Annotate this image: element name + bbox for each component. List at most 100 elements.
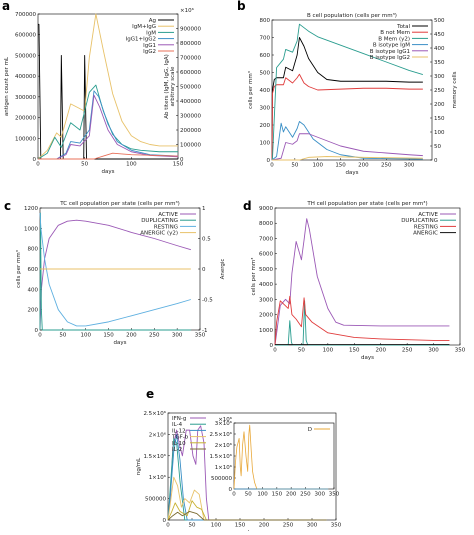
- x-tick-label: 350: [455, 348, 466, 354]
- legend-label: IL-12: [172, 428, 186, 434]
- legend-label: ACTIVE: [418, 212, 438, 218]
- x-tick-label: 100: [80, 333, 91, 339]
- x-axis-label: days: [102, 169, 115, 175]
- series-line: [272, 156, 423, 161]
- chart-panel-d: d 0 50 100 150 200 250 300 350 0 1000 2000 3000 4000 5…: [243, 199, 466, 361]
- y-tick-label: 0: [270, 343, 274, 349]
- y-tick-label: 1×10⁶: [149, 474, 167, 481]
- y2-tick-label: 0: [202, 267, 206, 273]
- legend-label: DUPLICATING: [141, 218, 178, 224]
- x-axis-label: days: [361, 355, 374, 361]
- x-tick-label: 50: [189, 523, 196, 529]
- panel-letter: c: [4, 199, 11, 213]
- y-tick-label: 0: [35, 328, 39, 334]
- y-axis-label: cells per mm³: [15, 250, 22, 288]
- y-tick-label: 9000: [259, 206, 273, 212]
- y2-tick-label: 0.5: [202, 237, 211, 243]
- y-tick-label: 8000: [259, 221, 273, 227]
- x-tick-label: 250: [402, 348, 413, 354]
- x-tick-label: 200: [358, 163, 369, 169]
- y2-tick-label: -1: [202, 328, 207, 334]
- y-tick-label: 6000: [259, 252, 273, 258]
- y2-tick-label: -0.5: [202, 298, 213, 304]
- legend-label: B isotype IgM: [373, 43, 410, 49]
- y-tick-label: 500: [260, 71, 271, 77]
- x-tick-label: 350: [331, 523, 342, 529]
- y-tick-label: 100: [260, 141, 271, 147]
- series-line: [167, 433, 327, 521]
- y-tick-label: 4000: [259, 282, 273, 288]
- y-tick-label: 200000: [15, 116, 36, 122]
- y-tick-label: 500000: [145, 497, 166, 503]
- x-tick-label: 150: [272, 492, 283, 498]
- x-tick-label: 200: [259, 523, 270, 529]
- legend-label: IgM+IgG: [132, 24, 156, 30]
- y-tick-label: 400000: [15, 74, 36, 80]
- x-tick-label: 150: [335, 163, 346, 169]
- y-axis-label: antigen count per mL: [4, 56, 10, 116]
- y2-tick-label: 100: [434, 130, 445, 136]
- y2-axis-label: arbitrary scale: [170, 66, 176, 106]
- y-tick-label: 1000: [24, 226, 38, 232]
- y2-tick-label: 150: [434, 116, 445, 122]
- y-tick-label: 700: [260, 36, 271, 42]
- panel-letter: b: [237, 0, 246, 13]
- x-tick-label: 150: [173, 162, 184, 168]
- y2-axis-label: Ab titers (IgM, IgG, IgA): [164, 54, 170, 119]
- legend-label: B isotype IgG1: [370, 49, 410, 55]
- series-line: [37, 84, 178, 160]
- legend-label: Total: [396, 24, 410, 30]
- legend-label: ACTIVE: [158, 212, 178, 218]
- inset-chart: 0 50 100 150 200 250 300 350 0 500000 1×10⁶ 1.5×10⁶…: [209, 416, 339, 498]
- x-tick-label: 50: [59, 333, 66, 339]
- x-tick-label: 100: [323, 348, 334, 354]
- series-line: [38, 90, 179, 160]
- panel-letter: e: [146, 387, 154, 401]
- legend-label: IgM: [146, 30, 156, 36]
- chart-title: B cell population (cells per mm³): [307, 12, 397, 19]
- y-tick-label: 2.5×10⁶: [143, 410, 166, 417]
- y2-tick-label: 400000: [180, 99, 201, 105]
- x-tick-label: 150: [103, 333, 114, 339]
- y-tick-label: 0: [163, 518, 167, 524]
- series-line: [274, 218, 450, 346]
- x-tick-label: 50: [298, 348, 305, 354]
- legend-label: RESTING: [414, 224, 438, 230]
- chart-title: TC cell population per state (cells per …: [59, 200, 180, 207]
- x-axis-label: days: [114, 340, 127, 346]
- y2-tick-label: 800000: [180, 41, 201, 47]
- legend-label: ANERGIC: [413, 231, 438, 237]
- chart-panel-c: c 0 50 100 150 200 250 300 350 0 200 400 600 800 1000 1…: [4, 199, 226, 346]
- y2-tick-label: 0: [180, 157, 184, 163]
- y-tick-label: 400: [28, 287, 39, 293]
- y2-tick-label: 100000: [180, 143, 201, 149]
- legend-label: B not Mem: [380, 30, 410, 36]
- y-tick-label: 0: [229, 487, 233, 493]
- series-line: [167, 510, 327, 521]
- y-tick-label: 400: [260, 88, 271, 94]
- y-tick-label: 2000: [259, 313, 273, 319]
- x-tick-label: 100: [126, 162, 137, 168]
- x-tick-label: 100: [257, 492, 268, 498]
- x-tick-label: 200: [126, 333, 137, 339]
- y2-tick-label: 1: [202, 206, 206, 212]
- y-tick-label: 800: [28, 247, 39, 253]
- y2-axis-label: memory cells: [452, 71, 458, 108]
- series-line: [38, 94, 179, 160]
- x-tick-label: 350: [329, 492, 340, 498]
- x-tick-label: 50: [291, 163, 298, 169]
- y-tick-label: 800: [260, 18, 271, 24]
- x-tick-label: 300: [404, 163, 415, 169]
- y-tick-label: 500000: [15, 53, 36, 59]
- chart-panel-e: e0 50 100 150 200 250 300 35005000001×10⁶1.5×10…: [136, 387, 342, 535]
- series-line: [39, 212, 191, 331]
- legend-label: IgG1+IgG2: [126, 37, 156, 43]
- y2-axis-label: Anergic: [220, 259, 226, 280]
- x-tick-label: 100: [312, 163, 323, 169]
- series-line: [37, 13, 178, 160]
- y-tick-label: 1.5×10⁶: [209, 453, 232, 460]
- y-tick-label: 500000: [211, 476, 232, 482]
- y2-tick-label: 200: [434, 102, 445, 108]
- y-tick-label: 2×10⁶: [215, 442, 233, 449]
- x-tick-label: 250: [149, 333, 160, 339]
